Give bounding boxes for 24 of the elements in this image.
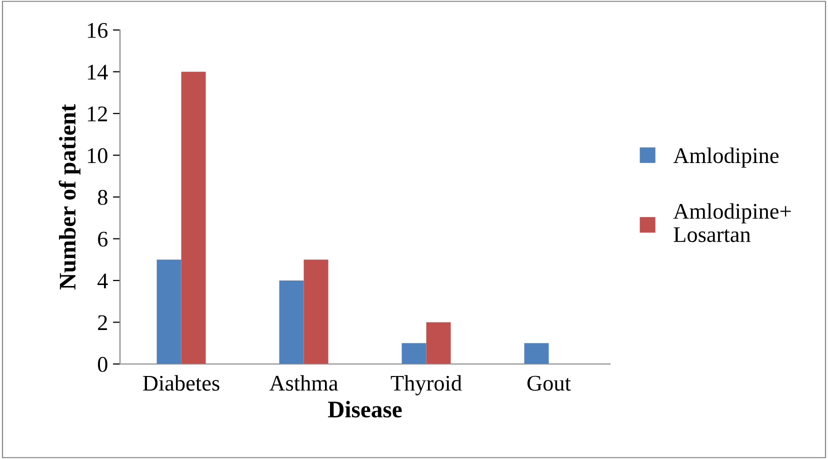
y-tick-label: 12 [88,106,107,122]
legend-label: Amlodipine+ Losartan [673,203,791,242]
bar [402,343,426,364]
y-tick-label: 0 [98,356,108,372]
bar [279,280,304,364]
bar [304,260,328,364]
legend-label: Amlodipine [673,148,779,168]
bar [156,260,182,364]
bar [426,322,451,364]
x-tick-label: Diabetes [143,375,220,391]
bar [181,72,206,364]
y-tick-label: 6 [98,232,108,247]
x-tick-label: Gout [527,376,571,391]
y-axis-title: Number of patient [58,104,80,290]
x-axis-title: Disease [328,400,402,418]
y-tick-label: 10 [88,148,108,164]
y-tick-label: 4 [98,274,108,288]
y-tick-label: 16 [88,22,108,38]
x-tick-label: Asthma [269,375,338,391]
y-tick-label: 2 [98,315,107,330]
bar [524,343,549,364]
y-tick-label: 14 [88,64,108,80]
x-tick-label: Thyroid [390,375,462,396]
y-tick-label: 8 [98,190,108,205]
